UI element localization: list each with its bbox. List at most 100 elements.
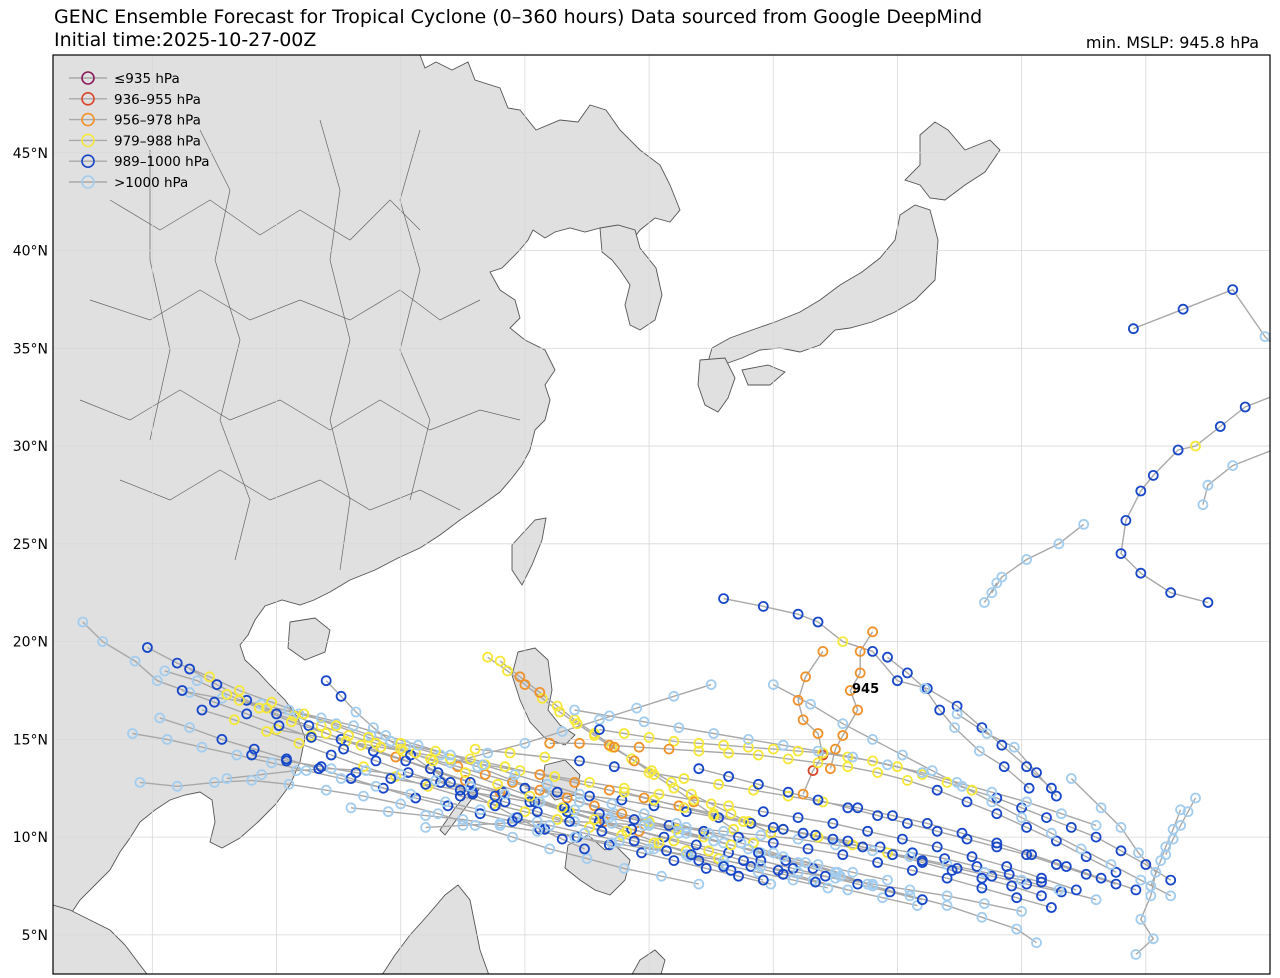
track-point: [680, 849, 692, 861]
track-point: [335, 690, 347, 702]
track-point: [405, 788, 417, 800]
track-point: [1016, 874, 1027, 886]
track-point: [693, 737, 705, 749]
track-point: [204, 671, 215, 683]
track-point: [648, 794, 660, 806]
track-point: [569, 831, 580, 843]
track-point: [402, 767, 414, 778]
track-point: [313, 763, 325, 775]
track-point: [951, 708, 963, 720]
track-point: [782, 753, 794, 765]
track-point: [812, 616, 824, 628]
track-point: [725, 865, 737, 876]
land-hainan: [287, 617, 331, 661]
track-point: [867, 755, 878, 767]
track-point: [395, 798, 407, 810]
track-point: [608, 761, 620, 773]
track-point: [581, 853, 593, 864]
track-point: [519, 782, 531, 794]
track-point: [519, 737, 531, 749]
track-point: [837, 730, 849, 741]
track-point: [820, 870, 831, 882]
track-point: [208, 696, 220, 708]
track-point: [877, 892, 888, 904]
track-point: [847, 866, 859, 878]
track-point: [551, 786, 563, 798]
track-point: [966, 851, 978, 863]
track-point: [837, 718, 849, 730]
track-point: [782, 790, 794, 802]
track-point: [626, 823, 638, 835]
track-point: [1202, 597, 1214, 608]
track-point: [579, 843, 590, 855]
track-point: [127, 728, 138, 739]
track-point: [134, 777, 146, 788]
lat-label: 30°N: [13, 439, 48, 455]
track-point: [666, 777, 677, 788]
track-point: [474, 808, 486, 820]
track-point: [616, 808, 628, 820]
track-point: [618, 782, 630, 794]
legend-entry: 936–955 hPa: [69, 92, 201, 108]
track-point: [574, 788, 585, 800]
track-point: [802, 843, 814, 855]
legend-marker: [81, 154, 95, 168]
track-point: [380, 730, 392, 741]
track-point: [949, 722, 960, 733]
lat-label: 10°N: [13, 830, 48, 846]
track-point: [420, 778, 432, 790]
province-borders: [79, 119, 521, 571]
track-point: [668, 855, 680, 866]
track-point: [961, 796, 973, 808]
track-point: [325, 749, 337, 761]
track-point: [904, 851, 916, 863]
track-point: [184, 687, 196, 698]
track-point: [690, 839, 702, 851]
track-line: [189, 668, 923, 901]
legend-label: ≤935 hPa: [114, 71, 180, 87]
track-point: [767, 822, 779, 833]
track-line: [139, 779, 699, 885]
track-point: [643, 767, 655, 778]
track-point: [579, 827, 590, 839]
track-point: [1070, 884, 1082, 896]
track-point: [1016, 906, 1027, 917]
track-point: [765, 827, 777, 839]
track-point: [698, 825, 710, 837]
track-point: [618, 728, 630, 739]
track-point: [1011, 923, 1023, 935]
track-point: [285, 716, 297, 728]
track-point: [1160, 841, 1172, 853]
track-point: [991, 808, 1003, 820]
track-point: [569, 804, 580, 816]
track-point: [499, 796, 511, 808]
track-point: [854, 646, 866, 657]
track-point: [467, 786, 479, 798]
legend-marker: [81, 175, 95, 189]
track-point: [1110, 866, 1122, 878]
track-point: [1021, 554, 1032, 565]
track-point: [325, 763, 337, 775]
legend-marker: [81, 71, 95, 85]
land-kyushu: [697, 357, 736, 413]
land-malay-peninsula: [53, 904, 148, 974]
track-point: [792, 608, 804, 620]
track-point: [974, 745, 985, 757]
track-point: [827, 818, 839, 829]
track-point: [656, 870, 667, 882]
track-point: [810, 876, 821, 888]
track-point: [1031, 767, 1042, 778]
track-point: [867, 878, 878, 890]
track-point: [897, 833, 908, 845]
track-point: [951, 777, 963, 788]
track-point: [718, 739, 729, 751]
track-point: [151, 675, 163, 687]
track-point: [266, 696, 278, 708]
track-point: [996, 739, 1008, 751]
track-point: [541, 778, 553, 790]
track-point: [1128, 323, 1139, 335]
track-point: [395, 743, 407, 755]
track-point: [159, 665, 171, 677]
track-point: [777, 823, 789, 835]
